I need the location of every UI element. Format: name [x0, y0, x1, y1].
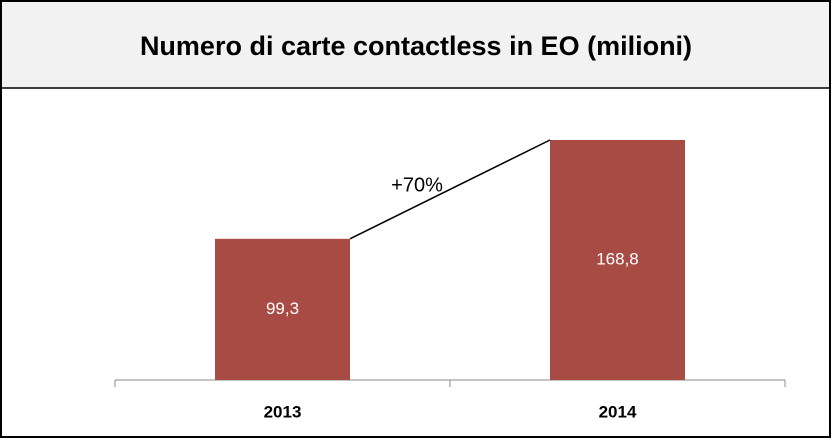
- title-band: [1, 1, 830, 88]
- x-tick-label: 2013: [264, 402, 302, 421]
- growth-line: [349, 139, 551, 240]
- chart-title: Numero di carte contactless in EO (milio…: [140, 31, 692, 61]
- value-label: 168,8: [596, 249, 639, 268]
- x-tick-label: 2014: [599, 402, 637, 421]
- annotation: +70%: [391, 175, 443, 197]
- value-label: 99,3: [266, 299, 299, 318]
- bar: [550, 140, 685, 380]
- bar: [215, 238, 350, 380]
